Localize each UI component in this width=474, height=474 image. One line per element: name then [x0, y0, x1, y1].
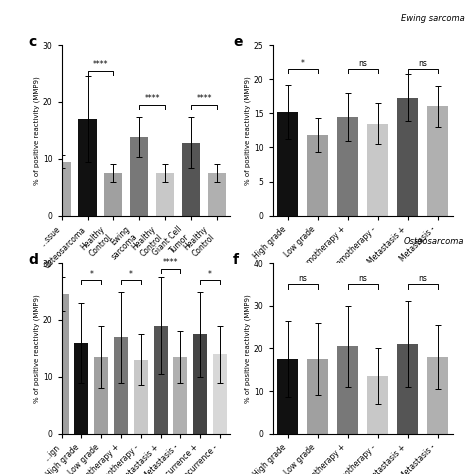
Text: ns: ns [358, 59, 367, 68]
Text: e: e [233, 35, 242, 49]
Text: *: * [301, 59, 304, 68]
Bar [154, 326, 167, 434]
Bar [130, 137, 148, 216]
Bar [74, 343, 88, 434]
Text: Osteosarcoma: Osteosarcoma [404, 237, 465, 246]
Y-axis label: % of positive reactivity (MMP9): % of positive reactivity (MMP9) [34, 294, 40, 403]
Bar [55, 294, 69, 434]
Bar [307, 135, 328, 216]
Text: *: * [208, 270, 212, 279]
Y-axis label: % of positive reactivity (MMP9): % of positive reactivity (MMP9) [245, 294, 251, 403]
Bar [114, 337, 128, 434]
Y-axis label: % of positive reactivity (MMP9): % of positive reactivity (MMP9) [34, 76, 40, 185]
Text: ****: **** [196, 94, 212, 103]
Bar [367, 124, 388, 216]
Text: ns: ns [418, 274, 427, 283]
Bar [78, 119, 97, 216]
Bar [94, 357, 108, 434]
Text: ns: ns [358, 274, 367, 283]
Bar [277, 359, 298, 434]
Y-axis label: % of positive reactivity (MMP9): % of positive reactivity (MMP9) [245, 76, 251, 185]
Bar [53, 162, 71, 216]
Text: f: f [233, 253, 239, 267]
Bar [427, 357, 448, 434]
Bar [367, 376, 388, 434]
Bar [193, 334, 207, 434]
Bar [182, 143, 200, 216]
Bar [277, 112, 298, 216]
Bar [173, 357, 187, 434]
Text: ****: **** [145, 94, 160, 103]
Text: ****: **** [93, 60, 108, 69]
Bar [134, 360, 148, 434]
Text: *: * [129, 270, 133, 279]
Bar [427, 107, 448, 216]
Bar [397, 98, 418, 216]
Bar [208, 173, 226, 216]
Bar [213, 354, 227, 434]
Text: Ewing sarcoma: Ewing sarcoma [401, 14, 465, 23]
Text: c: c [28, 35, 36, 49]
Text: d: d [28, 253, 38, 267]
Text: ns: ns [418, 59, 427, 68]
Bar [397, 344, 418, 434]
Bar [104, 173, 122, 216]
Bar [337, 346, 358, 434]
Bar [307, 359, 328, 434]
Text: *: * [90, 270, 93, 279]
Text: ****: **** [163, 258, 178, 267]
Bar [337, 117, 358, 216]
Text: ns: ns [298, 274, 307, 283]
Bar [156, 173, 174, 216]
